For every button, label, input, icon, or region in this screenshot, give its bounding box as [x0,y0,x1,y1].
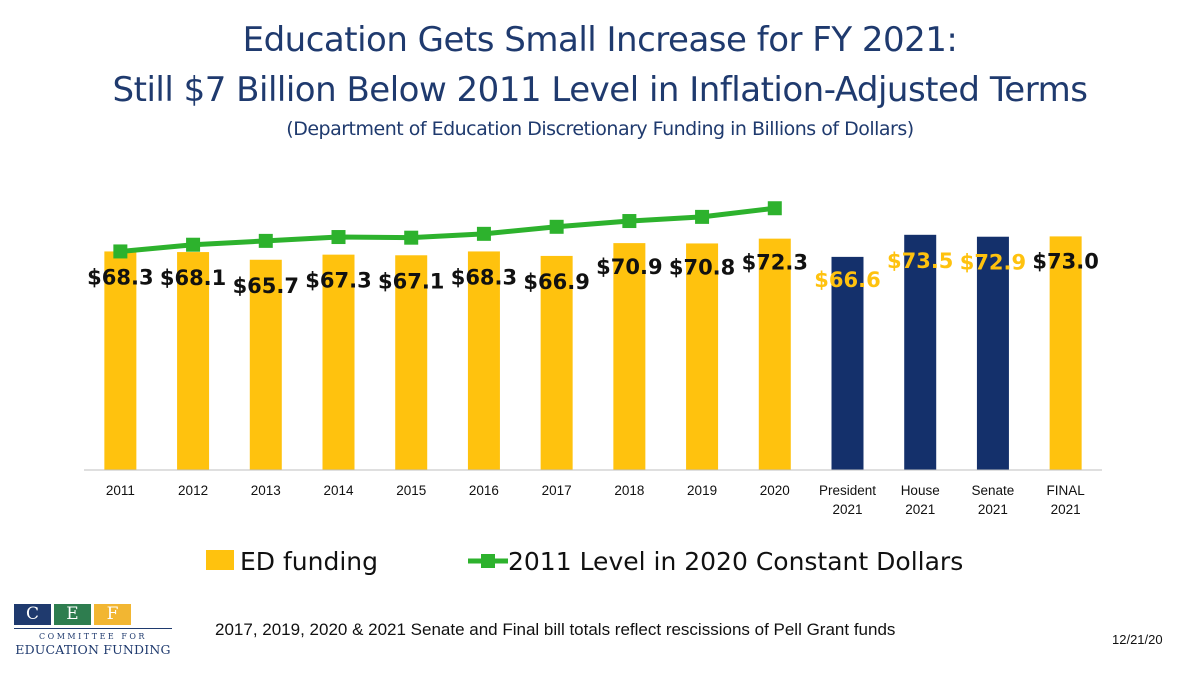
logo-letter-c: C [14,604,51,625]
bar-12 [976,236,1009,470]
footnote: 2017, 2019, 2020 & 2021 Senate and Final… [215,620,896,639]
data-label-8: $70.8 [669,255,735,279]
line-series-2011-level [120,205,776,254]
bar-5 [467,251,500,470]
category-label-11-0: House [901,483,940,498]
bar-2 [249,259,282,470]
category-label-1: 2012 [178,483,208,498]
bar-0 [104,251,137,470]
line-marker-5 [476,226,491,241]
category-label-6: 2017 [542,483,572,498]
chart-subtitle: (Department of Education Discretionary F… [286,118,914,140]
line-marker-0 [113,244,128,259]
category-label-10-1: 2021 [832,502,862,517]
category-label-8: 2019 [687,483,717,498]
data-label-12: $72.9 [960,251,1026,275]
category-label-2: 2013 [251,483,281,498]
line-marker-8 [695,209,710,224]
legend-label-2011-level: 2011 Level in 2020 Constant Dollars [508,547,963,576]
date-stamp: 12/21/20 [1112,632,1163,647]
logo-text-line1: COMMITTEE FOR [14,628,172,641]
legend-label-ed-funding: ED funding [240,547,378,576]
data-label-7: $70.9 [596,255,662,279]
line-marker-6 [549,219,564,234]
line-marker-1 [186,237,201,252]
category-label-13-0: FINAL [1047,483,1086,498]
category-label-0: 2011 [106,483,135,498]
bar-10 [831,256,864,470]
logo-letter-f: F [94,604,131,625]
bar-6 [540,255,573,470]
data-label-2: $65.7 [233,274,299,298]
logo-text-line2: EDUCATION FUNDING [15,642,171,657]
chart-title-line2: Still $7 Billion Below 2011 Level in Inf… [112,70,1088,110]
category-label-12-0: Senate [972,483,1015,498]
cef-logo: C E F COMMITTEE FOR EDUCATION FUNDING [14,604,172,668]
bar-1 [177,252,210,470]
bar-7 [613,243,646,470]
data-label-9: $72.3 [742,251,808,275]
data-label-5: $68.3 [451,265,517,289]
category-label-11-1: 2021 [905,502,935,517]
bar-13 [1049,236,1082,470]
bar-3 [322,254,355,470]
category-label-12-1: 2021 [978,502,1008,517]
data-label-13: $73.0 [1032,249,1098,273]
category-label-5: 2016 [469,483,499,498]
legend-marker-2011-level [481,554,495,568]
logo-letter-e: E [54,604,91,625]
bar-9 [758,238,791,470]
bar-4 [395,255,428,470]
data-label-4: $67.1 [378,269,444,293]
legend-swatch-ed-funding [206,550,234,570]
data-label-11: $73.5 [887,249,953,273]
line-marker-9 [767,201,782,216]
data-label-10: $66.6 [814,268,880,292]
bar-11 [904,234,937,470]
data-label-0: $68.3 [87,265,153,289]
data-label-6: $66.9 [523,270,589,294]
line-marker-3 [331,230,346,245]
category-label-4: 2015 [396,483,426,498]
category-label-13-1: 2021 [1051,502,1081,517]
line-marker-4 [404,230,419,245]
data-label-1: $68.1 [160,266,226,290]
category-label-3: 2014 [323,483,354,498]
category-label-7: 2018 [614,483,644,498]
funding-chart: $68.3 $68.1 $65.7 $67.3 $67.1 $68.3 $66.9$70.9… [84,201,1102,576]
chart-title-line1: Education Gets Small Increase for FY 202… [242,20,958,60]
category-label-9: 2020 [760,483,790,498]
category-label-10-0: President [819,483,876,498]
line-marker-2 [258,233,273,248]
line-marker-7 [622,214,637,229]
bar-8 [686,243,719,470]
data-label-3: $67.3 [305,269,371,293]
